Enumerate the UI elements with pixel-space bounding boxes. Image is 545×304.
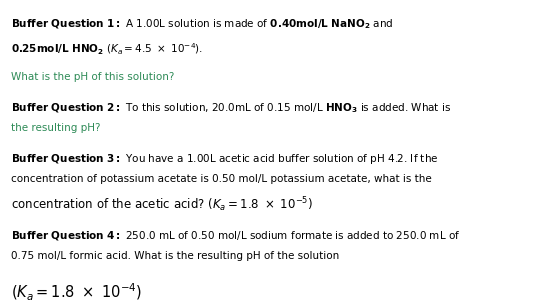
Text: $\mathbf{0.25mol/L\ HNO_2}$ $(K_a = 4.5\ \times\ 10^{-4})$.: $\mathbf{0.25mol/L\ HNO_2}$ $(K_a = 4.5\… <box>11 41 203 57</box>
Text: 0.75 mol/L formic acid. What is the resulting pH of the solution: 0.75 mol/L formic acid. What is the resu… <box>11 251 339 261</box>
Text: the resulting pH?: the resulting pH? <box>11 123 100 133</box>
Text: $\mathbf{Buffer\ Question\ 3:}$ You have a 1.00L acetic acid buffer solution of : $\mathbf{Buffer\ Question\ 3:}$ You have… <box>11 152 438 166</box>
Text: $\mathbf{Buffer\ Question\ 4:}$ 250.0 mL of 0.50 mol/L sodium formate is added t: $\mathbf{Buffer\ Question\ 4:}$ 250.0 mL… <box>11 229 461 242</box>
Text: concentration of the acetic acid? $(K_a = 1.8\ \times\ 10^{-5})$: concentration of the acetic acid? $(K_a … <box>11 196 313 215</box>
Text: $\mathbf{Buffer\ Question\ 1:}$ A 1.00L solution is made of $\mathbf{0.40mol/L\ : $\mathbf{Buffer\ Question\ 1:}$ A 1.00L … <box>11 18 393 31</box>
Text: $\mathbf{Buffer\ Question\ 2:}$ To this solution, 20.0mL of 0.15 mol/L $\mathbf{: $\mathbf{Buffer\ Question\ 2:}$ To this … <box>11 101 451 115</box>
Text: $(K_a = 1.8\ \times\ 10^{-4})$: $(K_a = 1.8\ \times\ 10^{-4})$ <box>11 282 142 303</box>
Text: What is the pH of this solution?: What is the pH of this solution? <box>11 72 174 82</box>
Text: concentration of potassium acetate is 0.50 mol/L potassium acetate, what is the: concentration of potassium acetate is 0.… <box>11 174 432 184</box>
